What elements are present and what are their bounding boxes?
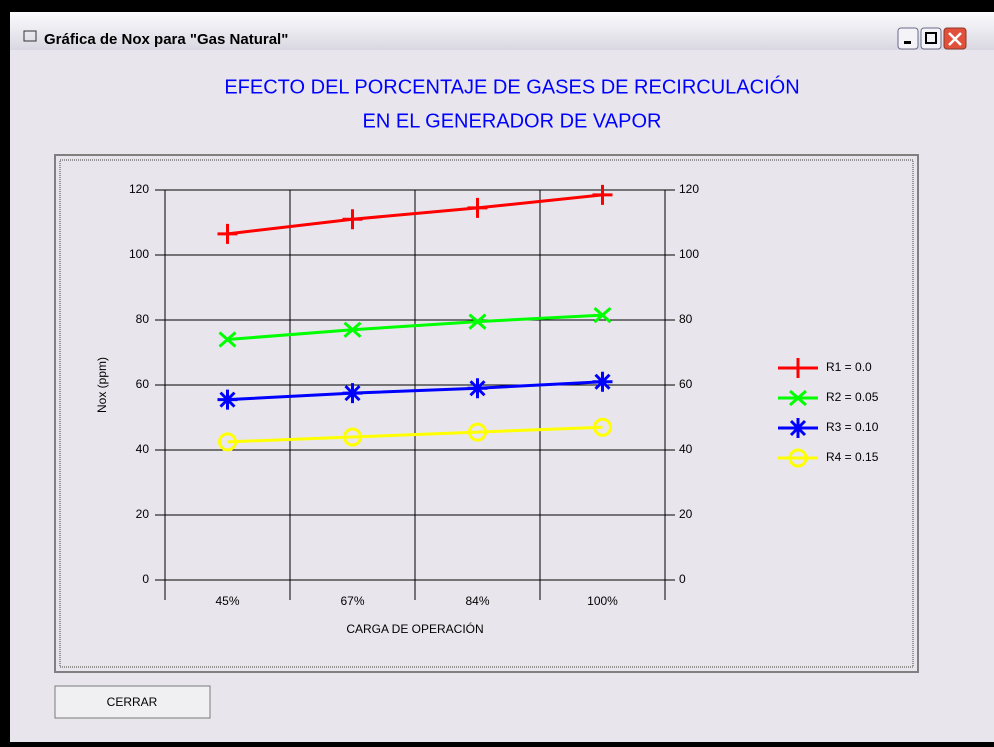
window (10, 12, 994, 742)
window-title: Gráfica de Nox para "Gas Natural" (44, 31, 288, 48)
y2-tick-label: 0 (679, 572, 686, 586)
marker (342, 209, 363, 230)
marker (592, 184, 613, 205)
y2-tick-label: 20 (679, 507, 693, 521)
x-tick-label: 84% (465, 594, 489, 608)
plot: 45% 67% 84% 100% 0 0 20 20 40 40 60 60 80 80 100 100 120… (129, 182, 879, 608)
marker (218, 331, 237, 348)
marker (468, 313, 487, 330)
maximize-button[interactable] (920, 27, 942, 50)
chart-frame (54, 154, 919, 673)
chart-title: EFECTO DEL PORCENTAJE DE GASES DE RECIRC… (224, 75, 799, 98)
y-tick-label: 40 (136, 442, 150, 456)
legend-marker (789, 389, 807, 407)
x-axis-label: CARGA DE OPERACIÓN (346, 621, 483, 636)
chart-frame-inner (59, 159, 914, 668)
legend-marker (788, 448, 808, 468)
y2-tick-label: 80 (679, 312, 693, 326)
window-icon (23, 30, 37, 42)
chart-title: EN EL GENERADOR DE VAPOR (363, 110, 662, 132)
y-tick-label: 20 (136, 507, 150, 521)
x-tick-label: 100% (587, 594, 618, 608)
marker (467, 378, 488, 399)
legend-marker (788, 418, 808, 438)
close-icon (948, 32, 962, 46)
minimize-icon (904, 41, 911, 44)
y2-tick-label: 40 (679, 442, 693, 456)
series-line (227, 380, 603, 402)
legend-label: R2 = 0.05 (826, 390, 879, 404)
close-dialog-button[interactable] (54, 685, 211, 719)
series-line (227, 313, 603, 341)
marker (342, 383, 363, 404)
button-label: CERRAR (107, 695, 158, 709)
x-tick-label: 45% (215, 594, 239, 608)
marker (343, 321, 362, 338)
y-axis-label: Nox (ppm) (95, 357, 109, 413)
y-tick-label: 80 (136, 312, 150, 326)
y-tick-label: 0 (142, 572, 149, 586)
marker (593, 306, 612, 324)
legend-label: R3 = 0.10 (826, 420, 879, 434)
marker (467, 197, 488, 218)
legend-label: R4 = 0.15 (826, 450, 879, 464)
y2-tick-label: 120 (679, 182, 699, 196)
legend-marker (788, 358, 808, 378)
y-tick-label: 100 (129, 247, 149, 261)
y-tick-label: 120 (129, 182, 149, 196)
series-line (227, 425, 603, 444)
marker (592, 371, 613, 392)
marker (468, 422, 487, 442)
marker (593, 417, 612, 437)
x-tick-label: 67% (340, 594, 364, 608)
marker (217, 223, 238, 244)
series-line (227, 193, 603, 236)
marker (217, 389, 238, 410)
y2-tick-label: 100 (679, 247, 699, 261)
minimize-button[interactable] (897, 27, 919, 50)
y-tick-label: 60 (136, 377, 150, 391)
marker (218, 432, 237, 452)
maximize-icon (925, 32, 937, 44)
legend-label: R1 = 0.0 (826, 360, 872, 374)
marker (343, 427, 362, 447)
y2-tick-label: 60 (679, 377, 693, 391)
title-bar (10, 12, 994, 50)
